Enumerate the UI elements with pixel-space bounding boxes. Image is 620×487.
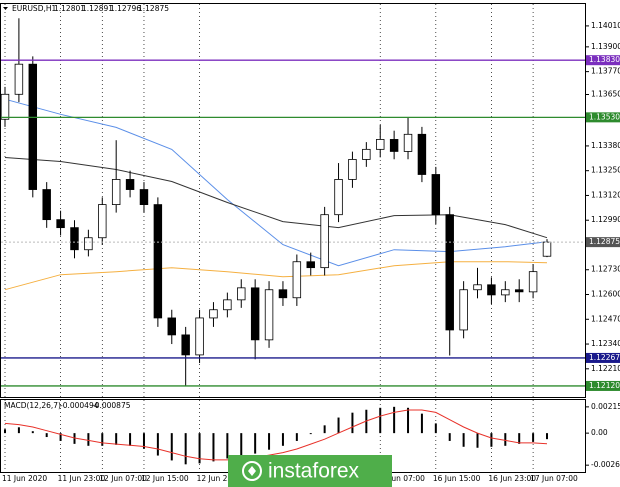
x-tick-label: 12 Jun 15:00 (141, 474, 189, 483)
candle-body (306, 261, 315, 269)
macd-signal-value: -0.000875 (92, 401, 131, 410)
moving-average (4, 157, 548, 239)
candle-body (167, 317, 176, 336)
candle-body (389, 139, 399, 152)
candle-body (223, 299, 232, 311)
candle-body (320, 214, 329, 269)
x-tick-label: 12 Jun 23:00 (197, 474, 245, 483)
candle-body (542, 241, 552, 257)
main-pane-frame (0, 3, 586, 398)
candle-body (153, 204, 163, 319)
title-close: 1.12875 (138, 4, 169, 13)
candle-body (28, 63, 38, 190)
y-tick-label: 1.12340 (591, 339, 620, 348)
candle-body (376, 139, 385, 150)
candle-body (42, 189, 51, 221)
x-tick-label: 17 Jun 07:00 (530, 474, 578, 483)
candle-body (111, 179, 121, 205)
y-tick-label: 1.12990 (591, 215, 620, 224)
y-tick-label: 1.13650 (591, 89, 620, 98)
x-tick-label: 16 Jun 23:00 (488, 474, 536, 483)
y-tick-label: 1.13380 (591, 141, 620, 150)
level-label: 1.12267 (589, 353, 620, 362)
candle-body (334, 179, 343, 216)
y-tick-label: 0.002156 (591, 402, 620, 411)
candle-body (250, 287, 260, 341)
candle-body (514, 289, 524, 293)
watermark-icon (242, 461, 262, 481)
level-label: 1.12120 (589, 381, 620, 390)
y-tick-label: 1.13900 (591, 42, 620, 51)
title-arrow (3, 7, 8, 10)
x-tick-label: 16 Jun 07:00 (377, 474, 425, 483)
current-price-box (586, 237, 620, 248)
moving-average (4, 261, 548, 291)
candle-body (473, 284, 482, 291)
y-tick-label: 1.13120 (591, 190, 620, 199)
level-label-box (586, 112, 620, 123)
chart-title: EURUSD,H1 (12, 4, 56, 13)
watermark-text: instaforex (268, 460, 360, 483)
x-tick-label: 11 Jun 2020 (2, 474, 47, 483)
watermark-icon (248, 466, 256, 476)
candle-body (445, 214, 454, 331)
candle-body (0, 93, 10, 120)
macd-value: -0.000494 (60, 401, 99, 410)
level-label-box (586, 55, 620, 66)
candle-body (417, 133, 427, 175)
y-tick-label: -0.002629 (591, 460, 620, 469)
candle-body (278, 289, 288, 299)
y-tick-label: 1.12730 (591, 265, 620, 274)
title-low: 1.12796 (110, 4, 141, 13)
candle-body (348, 159, 357, 180)
macd-title: MACD(12,26,7) (4, 401, 61, 410)
y-tick-label: 1.12600 (591, 290, 620, 299)
candle-body (209, 309, 218, 319)
candle-body (528, 271, 538, 293)
y-tick-label: 1.12210 (591, 364, 620, 373)
candle-body (98, 204, 107, 239)
candle-body (501, 289, 510, 296)
candle-body (459, 289, 468, 331)
y-tick-label: 1.13770 (591, 67, 620, 76)
plot: 1.14010 1.13900 1.13770 1.13650 1.13380 1.132… (0, 4, 620, 483)
candle-body (292, 261, 302, 299)
candle-body (487, 284, 496, 296)
y-tick-label: 1.13250 (591, 166, 620, 175)
candle-body (14, 63, 24, 95)
candle-body (70, 227, 79, 251)
candle-body (84, 237, 93, 251)
candle-body (195, 317, 204, 356)
title-open: 1.12801 (54, 4, 85, 13)
candle-body (403, 133, 413, 152)
current-price-label: 1.12875 (589, 237, 620, 246)
watermark: instaforex (228, 455, 392, 487)
x-tick-label: 11 Jun 23:00 (58, 474, 106, 483)
x-tick-label: 12 Jun 07:00 (99, 474, 147, 483)
y-tick-label: 0.00 (591, 428, 608, 437)
level-label: 1.13530 (589, 112, 620, 121)
candle-body (125, 179, 135, 190)
y-tick-label: 1.12470 (591, 314, 620, 323)
candle-body (362, 148, 371, 160)
candle-body (181, 334, 190, 356)
macd-signal (4, 409, 548, 461)
candle-body (431, 174, 441, 216)
candle-body (237, 287, 246, 301)
candle-body (56, 219, 65, 229)
x-tick-label: 16 Jun 15:00 (433, 474, 481, 483)
y-tick-label: 1.14010 (591, 21, 620, 30)
level-label-box (586, 380, 620, 391)
moving-average (4, 98, 548, 267)
level-label: 1.13830 (589, 55, 620, 64)
title-high: 1.12891 (82, 4, 113, 13)
level-label-box (586, 352, 620, 363)
candle-body (139, 189, 149, 205)
candle-body (264, 289, 274, 341)
